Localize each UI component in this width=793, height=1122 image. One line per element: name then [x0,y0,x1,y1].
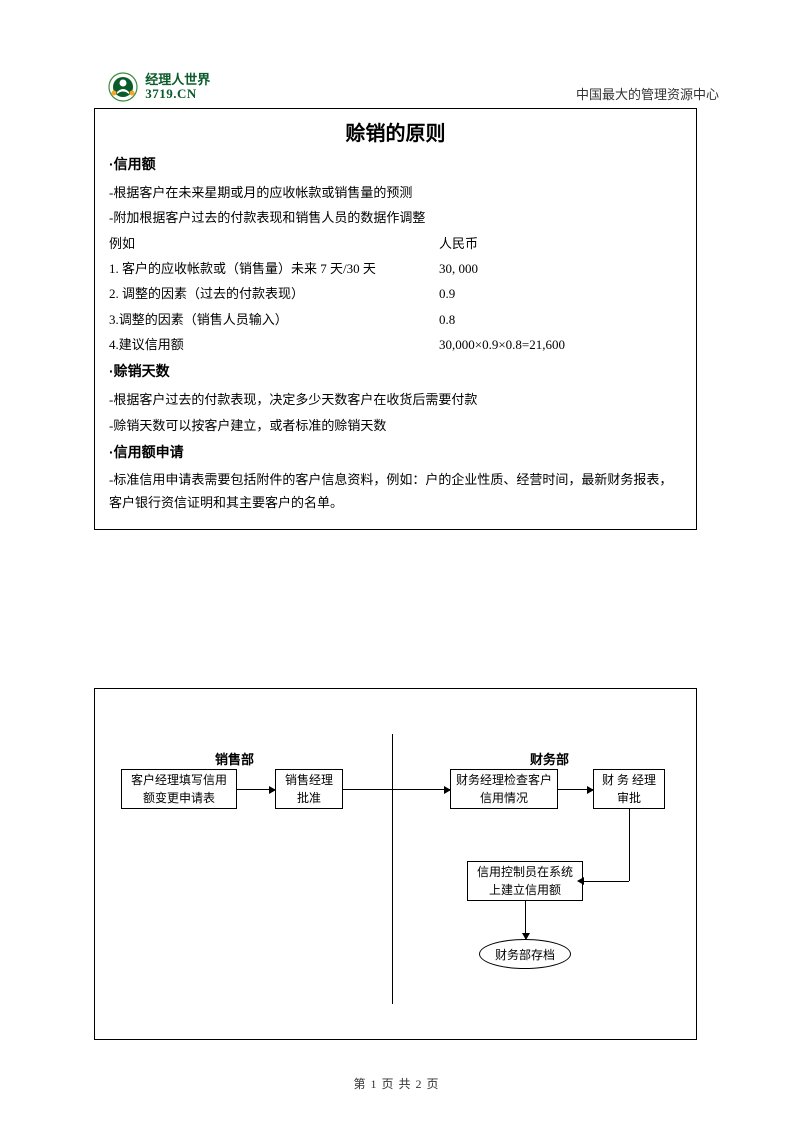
connector-line [629,809,630,881]
col-right: 30,000×0.9×0.8=21,600 [439,332,682,357]
table-row: 2. 调整的因素（过去的付款表现） 0.9 [109,281,682,306]
flow-node-5: 信用控制员在系统上建立信用额 [467,861,583,901]
flow-node-6: 财务部存档 [479,939,571,969]
col-right: 30, 000 [439,256,682,281]
text-line: -标准信用申请表需要包括附件的客户信息资料，例如：户的企业性质、经营时间，最新财… [109,468,682,515]
flow-node-1: 客户经理填写信用额变更申请表 [121,769,237,809]
table-row: 3.调整的因素（销售人员输入） 0.8 [109,307,682,332]
dept-label-finance: 财务部 [530,749,569,768]
text-line: -根据客户在未来星期或月的应收帐款或销售量的预测 [109,180,682,205]
arrow-icon [558,789,593,790]
flow-node-2: 销售经理批准 [275,769,343,809]
col-left: 1. 客户的应收帐款或（销售量）未来 7 天/30 天 [109,256,439,281]
logo-icon [108,72,138,102]
page-header: 经理人世界 3719.CN 中国最大的管理资源中心 [108,72,719,104]
logo-en-text: 3719.CN [145,87,210,101]
logo-cn-text: 经理人世界 [145,73,210,87]
dept-label-sales: 销售部 [215,749,254,768]
table-row: 4.建议信用额 30,000×0.9×0.8=21,600 [109,332,682,357]
flow-node-4: 财 务 经理审批 [593,769,665,809]
subheading-days: ·赊销天数 [109,361,682,381]
main-title: 赊销的原则 [109,117,682,146]
header-tagline: 中国最大的管理资源中心 [576,84,719,103]
content-box-2: 销售部 财务部 客户经理填写信用额变更申请表 销售经理批准 财务经理检查客户信用… [94,688,697,1040]
logo-text: 经理人世界 3719.CN [145,73,210,102]
connector-line [583,881,629,882]
col-right: 人民币 [439,231,682,256]
text-line: -赊销天数可以按客户建立，或者标准的赊销天数 [109,413,682,438]
arrow-icon [525,901,526,939]
divider-line [392,734,393,1004]
example-header: 例如 人民币 [109,231,682,256]
col-right: 0.9 [439,281,682,306]
table-row: 1. 客户的应收帐款或（销售量）未来 7 天/30 天 30, 000 [109,256,682,281]
col-left: 2. 调整的因素（过去的付款表现） [109,281,439,306]
col-right: 0.8 [439,307,682,332]
arrow-icon [237,789,275,790]
arrowhead-icon [577,877,584,885]
content-box-1: 赊销的原则 ·信用额 -根据客户在未来星期或月的应收帐款或销售量的预测 -附加根… [94,108,697,530]
col-left: 3.调整的因素（销售人员输入） [109,307,439,332]
flow-node-3: 财务经理检查客户信用情况 [450,769,558,809]
arrow-icon [343,789,450,790]
flowchart: 销售部 财务部 客户经理填写信用额变更申请表 销售经理批准 财务经理检查客户信用… [95,689,696,1039]
text-line: -附加根据客户过去的付款表现和销售人员的数据作调整 [109,205,682,230]
subheading-credit: ·信用额 [109,154,682,174]
subheading-apply: ·信用额申请 [109,442,682,462]
site-logo: 经理人世界 3719.CN [108,72,210,102]
col-left: 4.建议信用额 [109,332,439,357]
col-left: 例如 [109,231,439,256]
text-line: -根据客户过去的付款表现，决定多少天数客户在收货后需要付款 [109,387,682,412]
page-footer: 第 1 页 共 2 页 [0,1075,793,1092]
